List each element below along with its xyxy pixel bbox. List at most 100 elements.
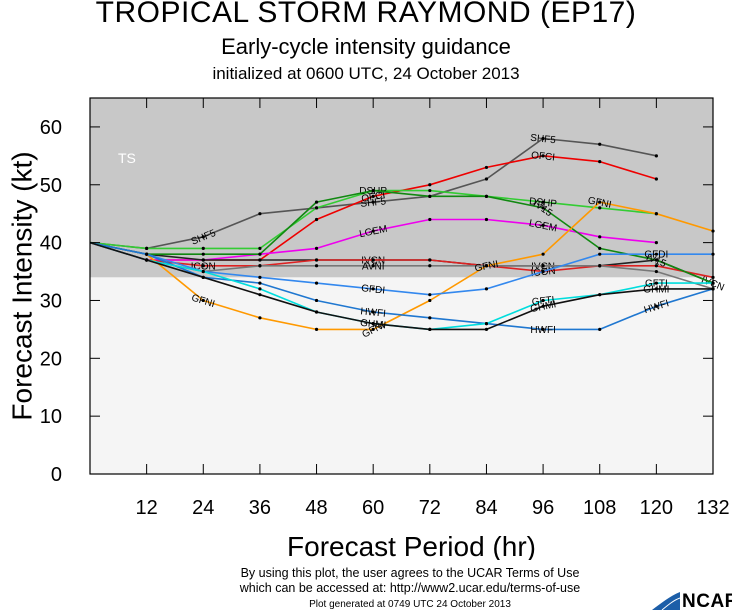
data-point (371, 200, 375, 204)
data-point (428, 194, 432, 198)
data-point (258, 287, 262, 291)
data-point (258, 316, 262, 320)
y-tick-label: 10 (40, 406, 62, 428)
data-point (484, 322, 489, 326)
data-point (258, 281, 262, 285)
data-point (654, 154, 658, 158)
data-point (314, 200, 319, 204)
data-point (371, 322, 375, 326)
series-gfdi: GFDI GFDI (89, 241, 715, 297)
x-tick-label: 36 (249, 497, 271, 519)
data-point (598, 200, 602, 204)
data-point (201, 269, 205, 274)
data-point (428, 264, 432, 268)
data-point (201, 264, 205, 268)
data-point (484, 264, 489, 268)
data-point (145, 258, 149, 262)
x-tick-label: 60 (362, 497, 384, 519)
data-point (428, 327, 432, 331)
y-tick-label: 60 (40, 117, 62, 139)
plot-frame (89, 97, 714, 475)
ts-band-label: TS (118, 150, 136, 166)
series-label: GFDI (644, 250, 668, 261)
series-line-icon (89, 241, 714, 279)
data-point (258, 264, 262, 268)
data-point (258, 275, 262, 279)
y-axis-label: Forecast Intensity (kt) (7, 151, 38, 420)
data-point (371, 264, 375, 268)
data-point (654, 287, 658, 291)
chart-subtitle: Early-cycle intensity guidance (221, 34, 511, 59)
series-label: GHMI (643, 284, 669, 295)
init-time: initialized at 0600 UTC, 24 October 2013 (212, 64, 520, 83)
data-point (484, 165, 489, 170)
ncar-logo-icon (652, 592, 681, 611)
series-label: GFDI (361, 283, 386, 296)
data-point (541, 252, 545, 256)
data-point (258, 246, 262, 250)
ts-band (90, 98, 713, 278)
below-ts-region (90, 277, 713, 474)
data-point (598, 252, 602, 256)
data-point (201, 235, 205, 239)
data-point (314, 264, 319, 268)
series-label: OFCI (531, 150, 556, 163)
data-point (314, 246, 319, 250)
data-point (314, 310, 319, 314)
series-label: GHMI (360, 318, 387, 332)
series-line-hwfi (89, 241, 714, 331)
data-point (484, 177, 489, 181)
x-tick-label: 72 (419, 497, 441, 519)
data-point (598, 160, 602, 164)
data-point (541, 264, 545, 268)
data-point (484, 287, 489, 291)
series-label: ICON (191, 261, 216, 272)
data-point (258, 252, 262, 256)
terms-line-1: By using this plot, the user agrees to t… (240, 566, 580, 580)
series-label: HWFI (360, 306, 387, 320)
data-point (541, 223, 545, 227)
series-label: AVNI (362, 261, 385, 272)
data-point (371, 287, 375, 291)
data-point (541, 200, 545, 204)
series-label: GFNI (474, 259, 500, 275)
data-point (314, 258, 319, 262)
x-tick-label: 132 (696, 497, 729, 519)
data-point (201, 252, 205, 256)
data-point (314, 281, 319, 285)
x-axis-label: Forecast Period (hr) (287, 531, 536, 560)
x-tick-label: 84 (475, 497, 497, 519)
data-point (598, 327, 602, 331)
terms-line-2: which can be accessed at: http://www2.uc… (239, 581, 581, 595)
data-point (314, 206, 319, 210)
data-point (484, 194, 489, 198)
data-point (201, 275, 205, 279)
data-point (654, 241, 658, 245)
y-tick-label: 30 (40, 290, 62, 312)
data-point (598, 206, 602, 210)
data-point (145, 252, 149, 256)
data-point (371, 310, 375, 314)
data-point (654, 212, 658, 216)
data-point (598, 293, 602, 297)
x-tick-label: 96 (532, 497, 554, 519)
data-point (654, 269, 658, 274)
data-point (428, 183, 432, 187)
data-point (654, 258, 658, 262)
data-point (428, 217, 432, 222)
series-label: GFNI (587, 195, 613, 211)
data-point (428, 258, 432, 262)
x-tick-label: 24 (192, 497, 214, 519)
ncar-logo-text: NCAR (682, 591, 732, 612)
data-point (428, 293, 432, 297)
series-label: OFCI (361, 190, 387, 206)
data-point (201, 246, 205, 250)
data-point (314, 217, 319, 222)
data-point (371, 229, 375, 233)
data-point (541, 154, 545, 158)
data-point (201, 258, 205, 262)
y-tick-label: 40 (40, 233, 62, 255)
series-label: HWFI (530, 325, 556, 336)
data-point (654, 304, 658, 308)
